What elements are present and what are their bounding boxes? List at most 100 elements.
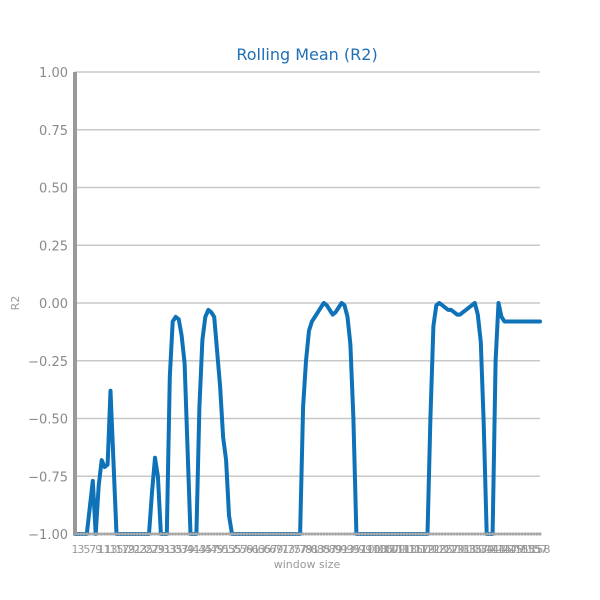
x-tick-mark	[488, 532, 492, 536]
x-tick-mark	[221, 532, 225, 536]
x-tick-mark	[298, 532, 302, 536]
x-tick-label: 115	[402, 543, 423, 556]
x-tick-mark	[257, 532, 261, 536]
x-tick-label: 77	[293, 543, 307, 556]
x-tick-label: 23	[133, 543, 147, 556]
x-axis-label: window size	[274, 558, 341, 571]
x-tick-mark	[126, 532, 130, 536]
x-tick-mark	[538, 532, 542, 536]
x-tick-mark	[280, 532, 284, 536]
x-tick-mark	[505, 532, 510, 536]
x-tick-mark	[372, 532, 376, 536]
x-tick-mark	[123, 532, 127, 536]
x-tick-mark	[150, 532, 154, 536]
x-tick-label: 15	[109, 543, 123, 556]
x-tick-mark	[381, 532, 385, 536]
x-tick-label: 127	[438, 543, 459, 556]
x-tick-mark	[82, 532, 86, 536]
x-tick-mark	[138, 532, 142, 536]
x-tick-mark	[215, 532, 219, 536]
y-axis-label: R2	[9, 296, 22, 311]
x-tick-mark	[103, 532, 107, 536]
y-tick-label: −0.75	[28, 470, 68, 485]
x-tick-label: 157	[527, 543, 548, 556]
x-tick-label: 57	[234, 543, 248, 556]
x-tick-mark	[310, 532, 314, 536]
x-tick-label: 9	[95, 543, 102, 556]
chart-title: Rolling Mean (R2)	[236, 45, 377, 64]
x-tick-mark	[328, 532, 332, 536]
x-tick-mark	[233, 532, 237, 536]
x-tick-mark	[182, 532, 187, 536]
x-tick-label: 11	[98, 543, 112, 556]
x-tick-label: 41	[186, 543, 200, 556]
x-tick-mark	[455, 532, 459, 536]
x-tick-mark	[452, 532, 456, 536]
y-tick-label: 0.25	[39, 239, 68, 254]
x-tick-mark	[336, 532, 341, 536]
x-tick-label: 147	[497, 543, 518, 556]
x-tick-label: 55	[228, 543, 242, 556]
x-tick-label: 85	[317, 543, 331, 556]
x-tick-mark	[416, 532, 421, 536]
x-tick-mark	[105, 532, 110, 536]
x-tick-label: 135	[461, 543, 482, 556]
x-tick-mark	[502, 532, 507, 536]
x-tick-mark	[94, 532, 98, 536]
x-tick-mark	[248, 532, 252, 536]
x-tick-mark	[132, 532, 136, 536]
x-tick-label: 101	[361, 543, 382, 556]
x-tick-mark	[322, 532, 326, 536]
x-tick-mark	[289, 532, 293, 536]
x-tick-label: 63	[252, 543, 266, 556]
x-tick-label: 97	[352, 543, 366, 556]
x-tick-mark	[292, 532, 296, 536]
x-tick-mark	[470, 532, 474, 536]
x-tick-mark	[188, 532, 193, 536]
x-tick-mark	[254, 532, 258, 536]
x-tick-mark	[419, 532, 424, 536]
x-tick-mark	[485, 532, 489, 536]
x-tick-label: 145	[491, 543, 512, 556]
x-tick-label: 49	[210, 543, 224, 556]
x-tick-label: 67	[263, 543, 277, 556]
x-tick-label: 81	[305, 543, 319, 556]
x-tick-label: 119	[414, 543, 435, 556]
x-tick-mark	[301, 532, 305, 536]
x-tick-mark	[378, 532, 382, 536]
x-tick-label: 139	[473, 543, 494, 556]
x-tick-mark	[375, 532, 379, 536]
x-tick-mark	[508, 532, 512, 536]
x-tick-mark	[331, 532, 335, 536]
x-tick-mark	[467, 532, 471, 536]
x-tick-mark	[286, 532, 290, 536]
x-tick-mark	[464, 532, 468, 536]
x-tick-label: 155	[521, 543, 542, 556]
x-tick-mark	[165, 532, 169, 536]
x-tick-mark	[206, 532, 210, 536]
x-tick-label: 133	[455, 543, 476, 556]
x-tick-mark	[446, 532, 450, 536]
x-tick-mark	[209, 532, 213, 536]
x-tick-label: 69	[269, 543, 283, 556]
x-tick-mark	[387, 532, 391, 536]
x-tick-mark	[313, 532, 317, 536]
x-tick-mark	[316, 532, 320, 536]
x-tick-mark	[434, 532, 438, 536]
x-tick-mark	[414, 532, 418, 536]
x-tick-mark	[171, 532, 175, 536]
x-tick-mark	[230, 532, 234, 536]
x-tick-mark	[271, 532, 276, 536]
x-tick-label: 123	[426, 543, 447, 556]
x-tick-mark	[129, 532, 133, 536]
x-tick-mark	[283, 532, 287, 536]
x-tick-mark	[437, 532, 441, 536]
x-tick-mark	[100, 532, 104, 536]
y-tick-label: 0.75	[39, 124, 68, 139]
x-tick-label: 87	[323, 543, 337, 556]
y-tick-label: 0.50	[39, 182, 68, 197]
x-tick-label: 59	[240, 543, 254, 556]
x-tick-mark	[369, 532, 373, 536]
x-tick-mark	[162, 532, 166, 536]
x-tick-mark	[473, 532, 477, 536]
